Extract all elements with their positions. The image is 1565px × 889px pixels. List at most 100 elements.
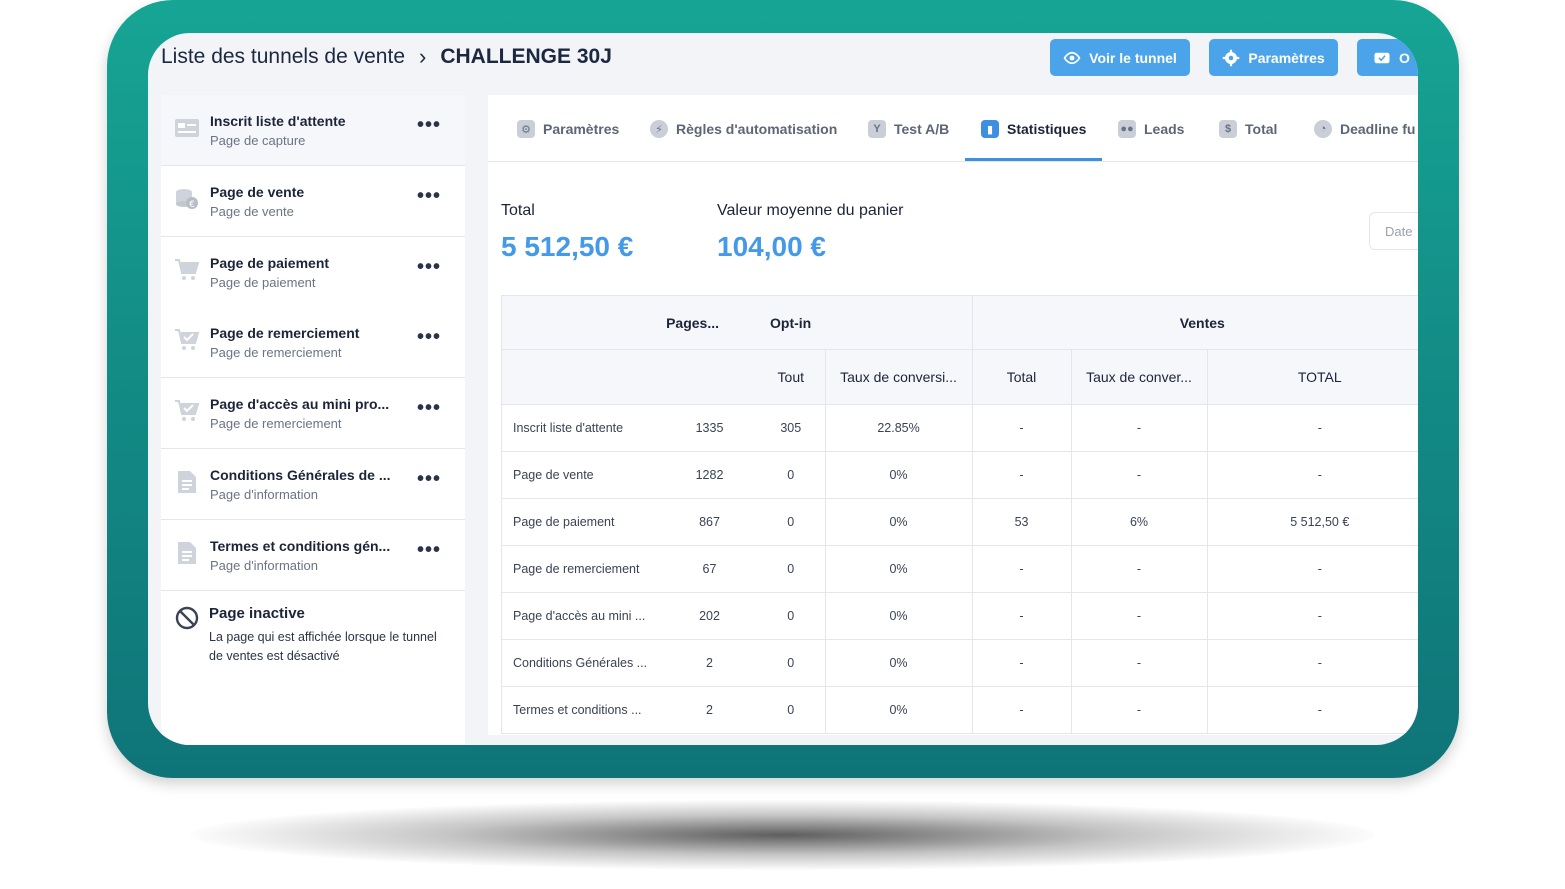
row-sales-total: - xyxy=(971,639,1072,687)
inactive-page-description: La page qui est affichée lorsque le tunn… xyxy=(209,630,437,663)
row-revenue-total: 5 512,50 € xyxy=(1206,498,1418,546)
tab-leads[interactable]: ●● Leads xyxy=(1118,118,1184,140)
table-row[interactable]: Page de paiement 867 0 0% 53 6% 5 512,50 € xyxy=(502,498,1418,546)
row-page-views: 1335 xyxy=(662,404,758,452)
tab-label: Deadline fu xyxy=(1340,121,1416,137)
total-value: 5 512,50 € xyxy=(501,231,634,262)
sidebar-item-waitlist[interactable]: Inscrit liste d'attente Page de capture … xyxy=(161,95,465,166)
row-page-views: 2 xyxy=(662,686,758,733)
row-optin-all: 305 xyxy=(757,404,826,452)
sales-total-column-header[interactable]: Total xyxy=(971,349,1072,405)
sidebar-item-title: Page d'accès au mini pro... xyxy=(210,396,390,412)
app-screen: Liste des tunnels de vente › CHALLENGE 3… xyxy=(148,33,1418,745)
chevron-right-icon: › xyxy=(419,44,427,69)
tab-total[interactable]: $ Total xyxy=(1219,118,1277,140)
table-row[interactable]: Page d'accès au mini ... 202 0 0% - - - xyxy=(502,592,1418,640)
breadcrumb-root-link[interactable]: Liste des tunnels de vente xyxy=(161,45,406,68)
sidebar-item-subtitle: Page de capture xyxy=(210,133,306,148)
more-options-icon[interactable]: ••• xyxy=(416,326,441,348)
tab-label: Règles d'automatisation xyxy=(676,121,838,137)
row-sales-rate: - xyxy=(1070,404,1208,452)
sidebar-item-payment-page[interactable]: Page de paiement Page de paiement ••• xyxy=(161,237,465,307)
tab-deadline[interactable]: ◔ Deadline fu xyxy=(1314,118,1415,140)
table-row[interactable]: Conditions Générales ... 2 0 0% - - - xyxy=(502,639,1418,687)
sidebar-item-title: Conditions Générales de ... xyxy=(210,467,391,483)
date-filter-input[interactable]: Date xyxy=(1369,212,1418,250)
sidebar-item-title: Termes et conditions gén... xyxy=(210,538,391,554)
row-page-views: 2 xyxy=(662,639,758,687)
tab-ab-test[interactable]: Y Test A/B xyxy=(868,118,949,140)
more-options-icon[interactable]: ••• xyxy=(416,397,441,419)
more-options-icon[interactable]: ••• xyxy=(416,468,441,490)
sidebar-item-inactive-page[interactable]: Page inactive La page qui est affichée l… xyxy=(161,591,465,701)
table-row[interactable]: Page de remerciement 67 0 0% - - - xyxy=(502,545,1418,593)
statistics-panel: ⚙ Paramètres ⚡ Règles d'automatisation Y… xyxy=(488,95,1418,735)
users-icon: ●● xyxy=(1118,120,1136,138)
ticket-icon xyxy=(1374,52,1390,63)
row-revenue-total: - xyxy=(1206,592,1418,640)
row-optin-rate: 0% xyxy=(824,498,973,546)
row-sales-total: - xyxy=(971,451,1072,499)
row-optin-all: 0 xyxy=(757,639,826,687)
sidebar-item-general-conditions[interactable]: Conditions Générales de ... Page d'infor… xyxy=(161,449,465,520)
tab-parametres[interactable]: ⚙ Paramètres xyxy=(517,118,619,140)
row-optin-all: 0 xyxy=(757,686,826,733)
svg-text:€: € xyxy=(189,200,195,210)
device-floor-shadow xyxy=(190,800,1375,870)
cart-check-icon xyxy=(175,400,200,421)
row-optin-all: 0 xyxy=(757,451,826,499)
revenue-total-column-header[interactable]: TOTAL xyxy=(1206,349,1418,405)
settings-button[interactable]: Paramètres xyxy=(1209,39,1338,76)
breadcrumb-current: CHALLENGE 30J xyxy=(440,45,612,68)
sidebar-item-terms-conditions[interactable]: Termes et conditions gén... Page d'infor… xyxy=(161,520,465,591)
sidebar-item-thank-you-page[interactable]: Page de remerciement Page de remerciemen… xyxy=(161,307,465,378)
table-row[interactable]: Inscrit liste d'attente 1335 305 22.85% - - - xyxy=(502,404,1418,452)
row-page-name: Page de paiement xyxy=(502,498,662,546)
row-optin-rate: 0% xyxy=(824,545,973,593)
tab-bar: ⚙ Paramètres ⚡ Règles d'automatisation Y… xyxy=(488,95,1418,162)
pages-column-header xyxy=(662,349,758,405)
row-page-views: 867 xyxy=(662,498,758,546)
document-icon xyxy=(178,471,196,493)
more-options-icon[interactable]: ••• xyxy=(416,114,441,136)
more-options-icon[interactable]: ••• xyxy=(416,185,441,207)
optin-rate-column-header[interactable]: Taux de conversi... xyxy=(824,349,973,405)
row-page-name: Page de vente xyxy=(502,451,662,499)
cart-icon xyxy=(175,259,200,280)
eye-icon xyxy=(1063,51,1081,64)
row-revenue-total: - xyxy=(1206,404,1418,452)
row-page-name: Page de remerciement xyxy=(502,545,662,593)
avg-cart-value: 104,00 € xyxy=(717,231,826,262)
tab-statistics[interactable]: ▮ Statistiques xyxy=(981,118,1086,140)
tab-automation-rules[interactable]: ⚡ Règles d'automatisation xyxy=(650,118,837,140)
table-row[interactable]: Termes et conditions ... 2 0 0% - - - xyxy=(502,686,1418,733)
optin-group-header: Opt-in xyxy=(757,296,973,350)
sidebar-item-sales-page[interactable]: € Page de vente Page de vente ••• xyxy=(161,166,465,237)
sidebar-item-mini-product-access[interactable]: Page d'accès au mini pro... Page de reme… xyxy=(161,378,465,449)
row-revenue-total: - xyxy=(1206,639,1418,687)
row-optin-rate: 0% xyxy=(824,451,973,499)
row-revenue-total: - xyxy=(1206,545,1418,593)
view-tunnel-button[interactable]: Voir le tunnel xyxy=(1050,39,1190,76)
extra-header-button[interactable]: O xyxy=(1357,39,1418,76)
sliders-icon: ⚙ xyxy=(517,120,535,138)
tab-label: Paramètres xyxy=(543,121,620,137)
optin-all-column-header[interactable]: Tout xyxy=(757,349,826,405)
table-row[interactable]: Page de vente 1282 0 0% - - - xyxy=(502,451,1418,499)
tab-label: Test A/B xyxy=(894,121,950,137)
clock-icon: ◔ xyxy=(1314,120,1332,138)
row-sales-rate: - xyxy=(1070,592,1208,640)
row-sales-total: - xyxy=(971,592,1072,640)
row-sales-rate: - xyxy=(1070,545,1208,593)
sales-rate-column-header[interactable]: Taux de conver... xyxy=(1070,349,1208,405)
active-tab-indicator xyxy=(965,158,1102,161)
row-page-views: 67 xyxy=(662,545,758,593)
more-options-icon[interactable]: ••• xyxy=(416,539,441,561)
more-options-icon[interactable]: ••• xyxy=(416,256,441,278)
row-optin-rate: 0% xyxy=(824,639,973,687)
row-optin-rate: 0% xyxy=(824,592,973,640)
pages-group-header[interactable]: Pages... xyxy=(502,296,758,350)
row-page-name: Page d'accès au mini ... xyxy=(502,592,662,640)
sidebar-item-title: Page de remerciement xyxy=(210,325,360,341)
ventes-group-header: Ventes xyxy=(971,296,1418,350)
